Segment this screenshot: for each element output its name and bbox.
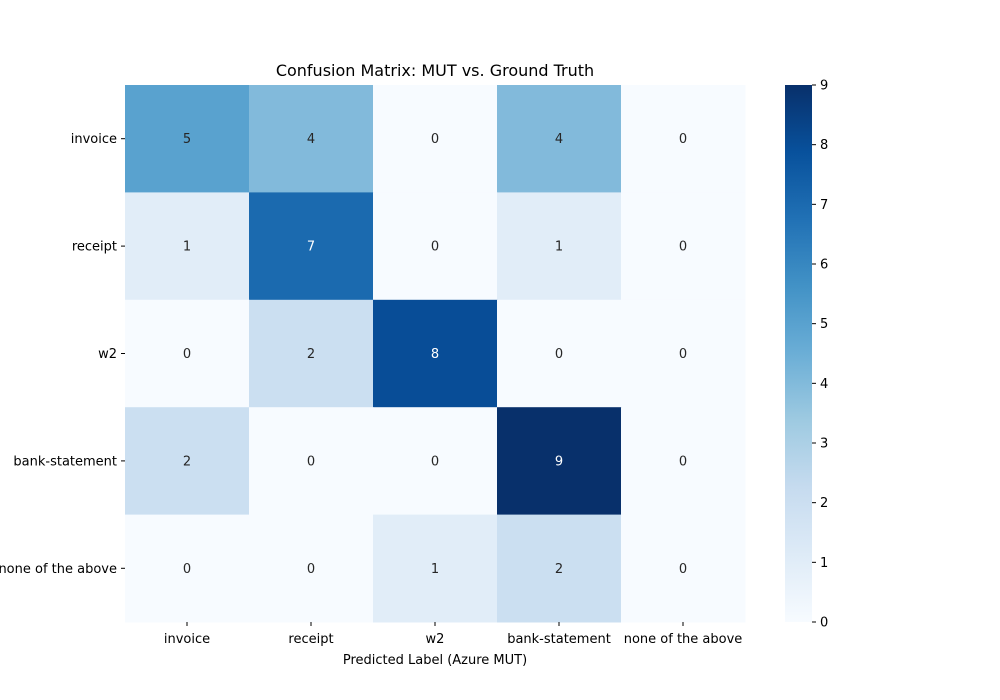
- colorbar-tick-label: 1: [820, 556, 828, 571]
- heatmap-cell: [125, 85, 250, 193]
- heatmap-cell: [249, 192, 374, 301]
- cell-value-label: 2: [555, 562, 563, 577]
- cell-value-label: 0: [431, 454, 439, 469]
- heatmap-cell: [621, 85, 746, 193]
- y-tick-label: receipt: [72, 240, 117, 255]
- x-tick-labels: invoice receipt w2 bank-statement none of th…: [164, 622, 742, 647]
- colorbar-ticks: 0 1 2 3 4 5 6 7 8 9: [812, 79, 828, 631]
- colorbar: [785, 85, 812, 622]
- y-tick-label: invoice: [71, 132, 117, 147]
- heatmap-cell: [621, 299, 746, 408]
- cell-value-label: 0: [679, 562, 687, 577]
- heatmap-cell: [125, 407, 250, 516]
- cell-value-label: 0: [679, 240, 687, 255]
- x-tick-label: invoice: [164, 632, 210, 647]
- heatmap-cell: [125, 299, 250, 408]
- y-tick-label: w2: [98, 347, 117, 362]
- colorbar-tick-label: 5: [820, 317, 828, 332]
- x-tick-label: bank-statement: [507, 632, 611, 647]
- cell-value-label: 4: [307, 132, 315, 147]
- x-axis-label: Predicted Label (Azure MUT): [343, 653, 527, 668]
- colorbar-tick-label: 4: [820, 377, 828, 392]
- colorbar-tick-label: 7: [820, 198, 828, 213]
- cell-value-label: 0: [183, 347, 191, 362]
- cell-value-label: 4: [555, 132, 563, 147]
- cell-value-label: 1: [431, 562, 439, 577]
- cell-value-label: 0: [431, 132, 439, 147]
- cell-value-label: 0: [679, 347, 687, 362]
- heatmap-cell: [373, 407, 498, 516]
- cell-value-label: 0: [307, 562, 315, 577]
- cell-value-label: 8: [431, 347, 439, 362]
- heatmap-cell: [249, 85, 374, 193]
- heatmap-cell: [373, 85, 498, 193]
- cell-value-label: 0: [431, 240, 439, 255]
- heatmap-cell: [125, 192, 250, 301]
- cell-value-label: 1: [183, 240, 191, 255]
- y-tick-labels: invoice receipt w2 bank-statement none of th…: [0, 132, 125, 577]
- colorbar-tick-label: 6: [820, 258, 828, 273]
- cell-value-label: 0: [183, 562, 191, 577]
- heatmap-cell: [621, 192, 746, 301]
- heatmap-cell: [497, 299, 622, 408]
- cell-value-label: 0: [307, 454, 315, 469]
- colorbar-tick-label: 3: [820, 437, 828, 452]
- y-tick-label: bank-statement: [13, 454, 117, 469]
- heatmap-cell: [497, 85, 622, 193]
- heatmap-cell: [249, 407, 374, 516]
- cell-value-label: 5: [183, 132, 191, 147]
- x-tick-label: none of the above: [624, 632, 743, 647]
- chart-title: Confusion Matrix: MUT vs. Ground Truth: [276, 61, 594, 80]
- heatmap-cell: [497, 407, 622, 516]
- cell-value-label: 1: [555, 240, 563, 255]
- heatmap-cell: [373, 299, 498, 408]
- heatmap-cell: [373, 514, 498, 623]
- colorbar-tick-label: 9: [820, 79, 828, 94]
- colorbar-tick-label: 2: [820, 496, 828, 511]
- heatmap-cell: [373, 192, 498, 301]
- heatmap-cell: [621, 407, 746, 516]
- y-tick-label: none of the above: [0, 562, 117, 577]
- heatmap-cell: [249, 299, 374, 408]
- heatmap-cell: [621, 514, 746, 623]
- colorbar-tick-label: 0: [820, 616, 828, 631]
- cell-value-label: 9: [555, 454, 563, 469]
- heatmap-cell: [497, 192, 622, 301]
- x-tick-label: receipt: [288, 632, 333, 647]
- x-tick-label: w2: [426, 632, 445, 647]
- heatmap-cell: [497, 514, 622, 623]
- cell-value-label: 2: [183, 454, 191, 469]
- cell-value-label: 2: [307, 347, 315, 362]
- cell-value-label: 0: [679, 454, 687, 469]
- cell-value-label: 7: [307, 240, 315, 255]
- heatmap-cell: [249, 514, 374, 623]
- heatmap-cell: [125, 514, 250, 623]
- cell-value-label: 0: [555, 347, 563, 362]
- colorbar-tick-label: 8: [820, 138, 828, 153]
- heatmap-cells: 5 4 0 4 0 1 7 0 1 0 0 2 8 0 0 2 0 0 9 0 0 0 1 2 0: [125, 85, 746, 623]
- cell-value-label: 0: [679, 132, 687, 147]
